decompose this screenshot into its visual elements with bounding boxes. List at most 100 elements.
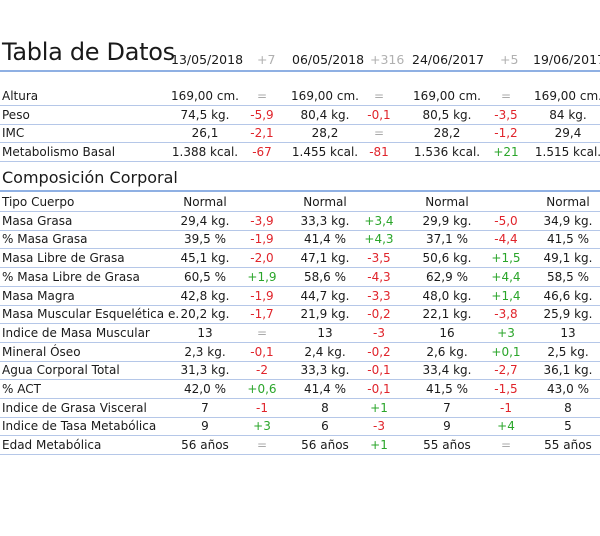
section-rule bbox=[0, 190, 600, 192]
value-cell: 55 años bbox=[544, 438, 592, 453]
diff-cell: = bbox=[373, 126, 385, 140]
value-cell: 80,4 kg. bbox=[300, 107, 350, 122]
value-cell: 42,8 kg. bbox=[180, 288, 230, 303]
value-cell: 5 bbox=[564, 419, 572, 434]
value-cell: 29,4 bbox=[554, 126, 582, 140]
table-row: Masa Magra 42,8 kg. -1,9 44,7 kg. -3,3 48,0 k… bbox=[0, 287, 600, 306]
row-divider bbox=[0, 435, 600, 437]
diff-cell: -0,1 bbox=[367, 363, 391, 378]
header-rule bbox=[0, 70, 600, 72]
row-divider bbox=[0, 248, 600, 250]
diff-cell: -3,3 bbox=[367, 288, 391, 303]
row-label: Edad Metabólica bbox=[2, 438, 102, 453]
value-cell: Normal bbox=[303, 195, 347, 209]
row-label: Indice de Grasa Visceral bbox=[2, 400, 147, 415]
value-cell: 36,1 kg. bbox=[543, 363, 593, 378]
diff-cell: -3,9 bbox=[250, 213, 274, 228]
value-cell: 9 bbox=[443, 419, 451, 434]
value-cell: 41,4 % bbox=[304, 382, 346, 396]
diff-cell: -0,1 bbox=[367, 107, 391, 122]
table-row: Edad Metabólica 56 años = 56 años +1 55 años =… bbox=[0, 436, 600, 455]
value-cell: 33,3 kg. bbox=[300, 363, 350, 378]
table-row: % ACT 42,0 % +0,6 41,4 % -0,1 41,5 % -1,5 43,0 … bbox=[0, 380, 600, 399]
diff-cell: -1,7 bbox=[250, 307, 274, 322]
value-cell: 45,1 kg. bbox=[180, 251, 230, 266]
value-cell: 74,5 kg. bbox=[180, 107, 230, 122]
table-row: Agua Corporal Total 31,3 kg. -2 33,3 kg. -0,… bbox=[0, 361, 600, 380]
table-row: Masa Muscular Esquelética e. 20,2 kg. -1,7… bbox=[0, 305, 600, 324]
row-divider bbox=[0, 142, 600, 143]
diff-cell: +4,4 bbox=[491, 269, 521, 284]
diff-cell: +0,6 bbox=[247, 382, 277, 396]
row-label: Masa Magra bbox=[2, 288, 75, 303]
table-row: Indice de Grasa Visceral 7 -1 8 +1 7 -1 8 bbox=[0, 399, 600, 418]
diff-cell: -2,1 bbox=[250, 126, 274, 140]
value-cell: 1.455 kcal. bbox=[291, 144, 359, 159]
table-row: % Masa Libre de Grasa 60,5 % +1,9 58,6 % -4,… bbox=[0, 268, 600, 287]
value-cell: 169,00 cm. bbox=[413, 89, 481, 103]
header-date-2: 06/05/2018 bbox=[292, 52, 365, 67]
row-divider bbox=[0, 211, 600, 212]
value-cell: 9 bbox=[201, 419, 209, 434]
row-label: Mineral Óseo bbox=[2, 344, 81, 359]
diff-cell: -1,9 bbox=[250, 232, 274, 247]
diff-cell: = bbox=[256, 89, 268, 103]
row-label: Agua Corporal Total bbox=[2, 363, 120, 378]
value-cell: Normal bbox=[546, 195, 590, 209]
diff-cell: -1,9 bbox=[250, 288, 274, 303]
row-divider bbox=[0, 105, 600, 106]
diff-cell: +1,5 bbox=[491, 251, 521, 266]
value-cell: 1.536 kcal. bbox=[413, 144, 481, 159]
value-cell: 58,6 % bbox=[304, 269, 346, 284]
diff-cell: -1 bbox=[500, 400, 512, 415]
diff-cell: = bbox=[500, 89, 512, 103]
diff-cell: -5,0 bbox=[494, 213, 518, 228]
row-divider bbox=[0, 304, 600, 306]
value-cell: 56 años bbox=[301, 438, 349, 453]
diff-cell: -4,4 bbox=[494, 232, 518, 247]
row-label: Altura bbox=[2, 89, 39, 103]
diff-cell: = bbox=[256, 325, 268, 340]
value-cell: 60,5 % bbox=[184, 269, 226, 284]
row-label: Masa Libre de Grasa bbox=[2, 251, 125, 266]
row-label: % ACT bbox=[2, 382, 41, 396]
row-label: Masa Grasa bbox=[2, 213, 73, 228]
diff-cell: -2,7 bbox=[494, 363, 518, 378]
row-label: % Masa Libre de Grasa bbox=[2, 269, 140, 284]
diff-cell: -3,5 bbox=[367, 251, 391, 266]
value-cell: 26,1 bbox=[191, 126, 219, 140]
row-divider bbox=[0, 229, 600, 231]
value-cell: 28,2 bbox=[433, 126, 461, 140]
value-cell: 169,00 cm. bbox=[291, 89, 359, 103]
value-cell: 169,00 cm. bbox=[534, 89, 600, 103]
row-label: Masa Muscular Esquelética e. bbox=[2, 307, 180, 322]
row-label: % Masa Grasa bbox=[2, 232, 88, 247]
table-row: Mineral Óseo 2,3 kg. -0,1 2,4 kg. -0,2 2,6 kg… bbox=[0, 343, 600, 362]
header-date-4: 19/06/2017 bbox=[533, 52, 600, 67]
header-date-3: 24/06/2017 bbox=[412, 52, 485, 67]
value-cell: 8 bbox=[564, 400, 572, 415]
header-diff-2: +316 bbox=[370, 52, 405, 67]
diff-cell: = bbox=[373, 89, 385, 103]
diff-cell: -1,2 bbox=[494, 126, 518, 140]
row-divider bbox=[0, 398, 600, 399]
table-row: Indice de Masa Muscular 13 = 13 -3 16 +3 13 bbox=[0, 324, 600, 343]
value-cell: 16 bbox=[439, 325, 455, 340]
value-cell: 56 años bbox=[181, 438, 229, 453]
row-divider bbox=[0, 323, 600, 325]
value-cell: 46,6 kg. bbox=[543, 288, 593, 303]
value-cell: 13 bbox=[197, 325, 213, 340]
table-row: Altura 169,00 cm. = 169,00 cm. = 169,00 cm. = 1… bbox=[0, 87, 600, 106]
value-cell: 33,4 kg. bbox=[422, 363, 472, 378]
diff-cell: -2 bbox=[256, 363, 268, 378]
row-label: Indice de Masa Muscular bbox=[2, 325, 150, 340]
table-row: Tipo Cuerpo Normal Normal Normal Normal bbox=[0, 193, 600, 212]
diff-cell: -0,1 bbox=[367, 382, 391, 396]
row-label: Indice de Tasa Metabólica bbox=[2, 419, 157, 434]
diff-cell: -81 bbox=[369, 144, 389, 159]
value-cell: 13 bbox=[317, 325, 333, 340]
value-cell: 6 bbox=[321, 419, 329, 434]
value-cell: 50,6 kg. bbox=[422, 251, 472, 266]
diff-cell: = bbox=[500, 438, 512, 453]
value-cell: 37,1 % bbox=[426, 232, 468, 247]
